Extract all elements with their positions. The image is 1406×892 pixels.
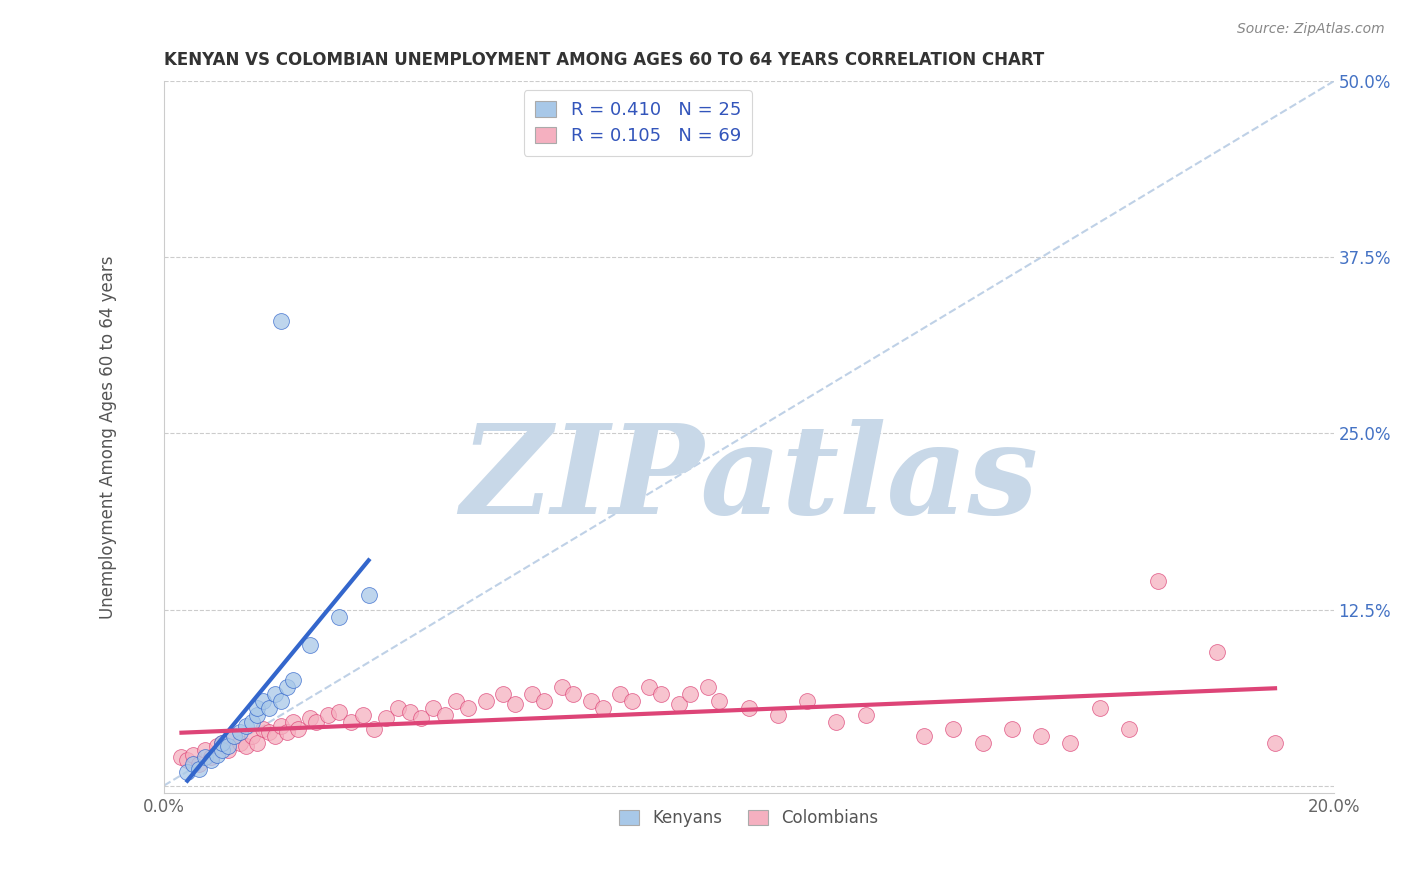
Point xyxy=(188,762,211,776)
Point xyxy=(229,736,252,750)
Point xyxy=(562,687,585,701)
Point xyxy=(503,697,526,711)
Point xyxy=(492,687,515,701)
Text: Source: ZipAtlas.com: Source: ZipAtlas.com xyxy=(1237,22,1385,37)
Point xyxy=(276,725,298,739)
Point xyxy=(170,750,193,764)
Point xyxy=(696,680,718,694)
Point xyxy=(252,723,274,737)
Point xyxy=(363,723,385,737)
Point xyxy=(200,750,222,764)
Point xyxy=(305,715,328,730)
Point xyxy=(246,701,269,715)
Point xyxy=(240,715,263,730)
Legend: Kenyans, Colombians: Kenyans, Colombians xyxy=(613,803,884,834)
Point xyxy=(222,729,245,743)
Point xyxy=(217,739,239,754)
Point xyxy=(217,743,239,757)
Point xyxy=(375,711,398,725)
Point xyxy=(340,715,363,730)
Point xyxy=(211,736,233,750)
Point xyxy=(1088,701,1111,715)
Point xyxy=(352,708,374,723)
Point xyxy=(1059,736,1081,750)
Point xyxy=(1118,723,1140,737)
Point xyxy=(276,680,298,694)
Point xyxy=(264,687,287,701)
Point xyxy=(796,694,818,708)
Point xyxy=(679,687,702,701)
Point xyxy=(257,725,280,739)
Point xyxy=(205,747,228,762)
Point xyxy=(422,701,444,715)
Point xyxy=(328,706,350,720)
Point xyxy=(433,708,456,723)
Point xyxy=(205,739,228,754)
Point xyxy=(194,750,217,764)
Point xyxy=(246,736,269,750)
Point xyxy=(766,708,789,723)
Point xyxy=(281,715,304,730)
Text: KENYAN VS COLOMBIAN UNEMPLOYMENT AMONG AGES 60 TO 64 YEARS CORRELATION CHART: KENYAN VS COLOMBIAN UNEMPLOYMENT AMONG A… xyxy=(165,51,1045,69)
Point xyxy=(270,314,292,328)
Point xyxy=(411,711,433,725)
Point xyxy=(264,729,287,743)
Point xyxy=(855,708,877,723)
Point xyxy=(579,694,602,708)
Point xyxy=(235,719,257,733)
Point xyxy=(328,609,350,624)
Point xyxy=(638,680,661,694)
Point xyxy=(620,694,643,708)
Point xyxy=(211,736,233,750)
Point xyxy=(446,694,468,708)
Point xyxy=(650,687,672,701)
Point xyxy=(457,701,479,715)
Point xyxy=(181,747,204,762)
Point xyxy=(533,694,555,708)
Point xyxy=(176,753,198,767)
Point xyxy=(240,729,263,743)
Point xyxy=(398,706,420,720)
Point xyxy=(299,638,322,652)
Point xyxy=(270,719,292,733)
Point xyxy=(1147,574,1170,589)
Point xyxy=(211,743,233,757)
Point xyxy=(299,711,322,725)
Point xyxy=(188,757,211,772)
Point xyxy=(270,694,292,708)
Point xyxy=(522,687,544,701)
Point xyxy=(592,701,614,715)
Point xyxy=(474,694,496,708)
Point xyxy=(1029,729,1052,743)
Point xyxy=(222,729,245,743)
Point xyxy=(235,739,257,754)
Point xyxy=(316,708,339,723)
Point xyxy=(257,701,280,715)
Point xyxy=(1001,723,1024,737)
Point xyxy=(387,701,409,715)
Point xyxy=(200,753,222,767)
Point xyxy=(246,708,269,723)
Point xyxy=(942,723,965,737)
Point xyxy=(825,715,848,730)
Point xyxy=(176,764,198,779)
Point xyxy=(229,725,252,739)
Point xyxy=(181,757,204,772)
Point xyxy=(912,729,935,743)
Point xyxy=(194,743,217,757)
Point xyxy=(738,701,761,715)
Point xyxy=(287,723,309,737)
Point xyxy=(357,589,380,603)
Point xyxy=(1264,736,1286,750)
Point xyxy=(550,680,572,694)
Y-axis label: Unemployment Among Ages 60 to 64 years: Unemployment Among Ages 60 to 64 years xyxy=(100,255,117,619)
Text: ZIPatlas: ZIPatlas xyxy=(460,419,1038,541)
Point xyxy=(1205,645,1227,659)
Point xyxy=(972,736,994,750)
Point xyxy=(709,694,731,708)
Point xyxy=(252,694,274,708)
Point xyxy=(281,673,304,687)
Point xyxy=(609,687,631,701)
Point xyxy=(668,697,690,711)
